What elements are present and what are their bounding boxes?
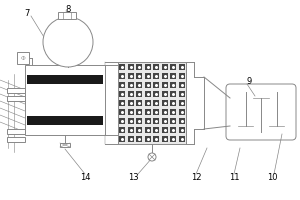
- Bar: [136, 127, 142, 133]
- Bar: [153, 100, 159, 106]
- Bar: [119, 136, 125, 142]
- Bar: [153, 64, 159, 70]
- Bar: [27, 116, 103, 125]
- Bar: [17, 52, 29, 64]
- Bar: [128, 73, 134, 79]
- Bar: [153, 73, 159, 79]
- Circle shape: [43, 17, 93, 67]
- Bar: [153, 82, 159, 88]
- Bar: [27, 75, 103, 84]
- Bar: [128, 118, 134, 124]
- Bar: [118, 62, 186, 144]
- Bar: [145, 136, 151, 142]
- Bar: [162, 109, 168, 115]
- Bar: [136, 82, 142, 88]
- Bar: [153, 127, 159, 133]
- Bar: [128, 82, 134, 88]
- Text: 8: 8: [65, 4, 71, 14]
- Bar: [58, 12, 76, 19]
- Bar: [179, 91, 185, 97]
- Bar: [162, 136, 168, 142]
- Bar: [7, 88, 25, 93]
- Bar: [119, 118, 125, 124]
- Bar: [170, 64, 176, 70]
- Bar: [136, 100, 142, 106]
- Bar: [179, 127, 185, 133]
- Bar: [162, 127, 168, 133]
- Text: Ф: Ф: [21, 55, 26, 60]
- Bar: [145, 127, 151, 133]
- Bar: [162, 91, 168, 97]
- Bar: [128, 127, 134, 133]
- Bar: [145, 109, 151, 115]
- Bar: [179, 109, 185, 115]
- Bar: [179, 73, 185, 79]
- Bar: [170, 82, 176, 88]
- Bar: [128, 91, 134, 97]
- Bar: [153, 109, 159, 115]
- Bar: [136, 118, 142, 124]
- Bar: [119, 73, 125, 79]
- Bar: [170, 73, 176, 79]
- Bar: [179, 64, 185, 70]
- Bar: [179, 136, 185, 142]
- Bar: [162, 100, 168, 106]
- Bar: [7, 129, 25, 134]
- Bar: [179, 100, 185, 106]
- Bar: [145, 82, 151, 88]
- Bar: [136, 64, 142, 70]
- Bar: [119, 109, 125, 115]
- Text: 13: 13: [128, 173, 138, 182]
- Bar: [136, 91, 142, 97]
- Bar: [136, 109, 142, 115]
- Bar: [128, 64, 134, 70]
- FancyBboxPatch shape: [226, 84, 296, 140]
- Bar: [162, 73, 168, 79]
- Bar: [119, 91, 125, 97]
- Bar: [153, 91, 159, 97]
- Bar: [136, 136, 142, 142]
- Bar: [7, 137, 25, 142]
- Bar: [60, 143, 70, 147]
- Text: 11: 11: [229, 173, 239, 182]
- Bar: [25, 65, 105, 135]
- Bar: [119, 82, 125, 88]
- Bar: [128, 100, 134, 106]
- Bar: [128, 109, 134, 115]
- Bar: [170, 100, 176, 106]
- Bar: [145, 73, 151, 79]
- Text: 12: 12: [191, 173, 201, 182]
- Bar: [170, 91, 176, 97]
- Bar: [162, 64, 168, 70]
- Bar: [153, 118, 159, 124]
- Bar: [170, 127, 176, 133]
- Bar: [119, 127, 125, 133]
- Bar: [128, 136, 134, 142]
- Bar: [7, 96, 25, 101]
- Bar: [179, 82, 185, 88]
- Bar: [119, 64, 125, 70]
- Bar: [145, 100, 151, 106]
- Bar: [136, 73, 142, 79]
- Bar: [145, 91, 151, 97]
- Bar: [119, 100, 125, 106]
- Text: 7: 7: [24, 9, 30, 19]
- Bar: [162, 118, 168, 124]
- Circle shape: [148, 153, 156, 161]
- Bar: [162, 82, 168, 88]
- Bar: [145, 118, 151, 124]
- Bar: [170, 136, 176, 142]
- Text: 10: 10: [267, 173, 277, 182]
- Bar: [170, 118, 176, 124]
- Bar: [170, 109, 176, 115]
- Text: 14: 14: [80, 173, 90, 182]
- Text: 9: 9: [246, 77, 252, 86]
- Bar: [145, 64, 151, 70]
- Bar: [153, 136, 159, 142]
- Bar: [179, 118, 185, 124]
